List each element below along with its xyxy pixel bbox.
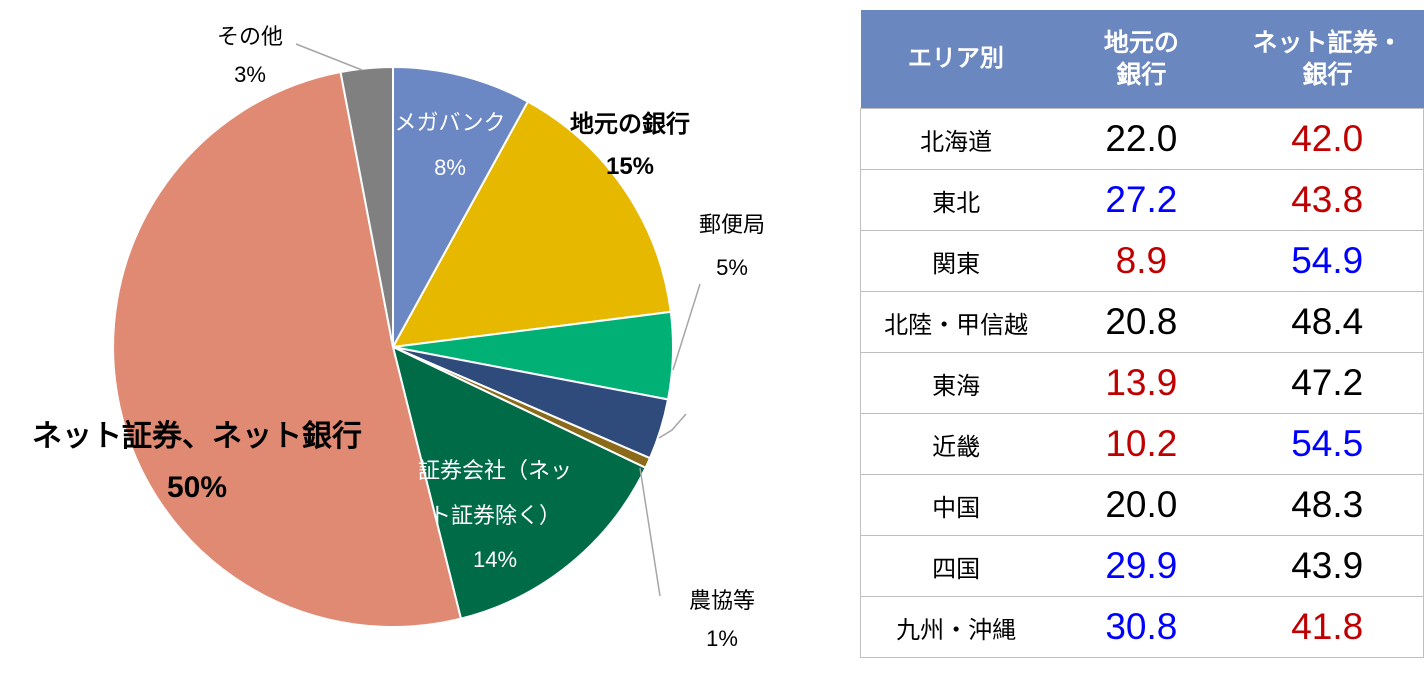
slice-label-net: ネット証券、ネット銀行 50% bbox=[32, 420, 362, 504]
table-row: 九州・沖縄 30.8 41.8 bbox=[860, 596, 1424, 658]
area-cell: 九州・沖縄 bbox=[860, 596, 1052, 658]
slice-label-megabank: メガバンク 8% bbox=[394, 110, 505, 180]
local-bank-cell: 29.9 bbox=[1051, 535, 1232, 597]
table-row: 関東 8.9 54.9 bbox=[860, 230, 1424, 292]
pie-slice-net bbox=[112, 70, 463, 628]
net-bank-cell: 54.5 bbox=[1231, 413, 1424, 475]
net-bank-cell: 54.9 bbox=[1231, 230, 1424, 292]
table-header-row: エリア別 地元の 銀行 ネット証券・ 銀行 bbox=[860, 10, 1424, 109]
slice-label-local: 地元の銀行 15% bbox=[570, 110, 690, 180]
table-row: 四国 29.9 43.9 bbox=[860, 535, 1424, 597]
net-bank-cell: 43.9 bbox=[1231, 535, 1424, 597]
table-row: 北陸・甲信越 20.8 48.4 bbox=[860, 291, 1424, 353]
header-net-bank: ネット証券・ 銀行 bbox=[1231, 10, 1424, 109]
leader-line-agri bbox=[639, 467, 661, 597]
leader-line-other bbox=[295, 43, 363, 71]
area-cell: 中国 bbox=[860, 474, 1052, 536]
pie-slice-local bbox=[391, 100, 672, 349]
header-local-bank: 地元の 銀行 bbox=[1051, 10, 1232, 109]
area-table: エリア別 地元の 銀行 ネット証券・ 銀行 北海道 22.0 42.0 東北 27.2 4… bbox=[860, 10, 1424, 658]
slice-label-post: 郵便局 5% bbox=[699, 212, 765, 280]
pie-slice-other bbox=[339, 65, 394, 348]
pie-slice-megabank bbox=[392, 65, 530, 348]
area-cell: 北海道 bbox=[860, 108, 1052, 170]
table-row: 北海道 22.0 42.0 bbox=[860, 108, 1424, 170]
leader-line-unnamed bbox=[658, 413, 687, 439]
local-bank-cell: 10.2 bbox=[1051, 413, 1232, 475]
table-row: 東北 27.2 43.8 bbox=[860, 169, 1424, 231]
local-bank-cell: 30.8 bbox=[1051, 596, 1232, 658]
area-cell: 東北 bbox=[860, 169, 1052, 231]
header-area: エリア別 bbox=[860, 10, 1052, 109]
net-bank-cell: 43.8 bbox=[1231, 169, 1424, 231]
leader-line-post bbox=[672, 283, 701, 371]
local-bank-cell: 20.0 bbox=[1051, 474, 1232, 536]
net-bank-cell: 47.2 bbox=[1231, 352, 1424, 414]
net-bank-cell: 42.0 bbox=[1231, 108, 1424, 170]
slice-label-agri: 農協等 1% bbox=[689, 588, 755, 651]
area-cell: 四国 bbox=[860, 535, 1052, 597]
area-cell: 東海 bbox=[860, 352, 1052, 414]
local-bank-cell: 22.0 bbox=[1051, 108, 1232, 170]
slice-label-other: その他 3% bbox=[217, 24, 283, 87]
net-bank-cell: 48.4 bbox=[1231, 291, 1424, 353]
local-bank-cell: 20.8 bbox=[1051, 291, 1232, 353]
area-cell: 北陸・甲信越 bbox=[860, 291, 1052, 353]
table-row: 中国 20.0 48.3 bbox=[860, 474, 1424, 536]
local-bank-cell: 27.2 bbox=[1051, 169, 1232, 231]
area-cell: 関東 bbox=[860, 230, 1052, 292]
area-cell: 近畿 bbox=[860, 413, 1052, 475]
net-bank-cell: 48.3 bbox=[1231, 474, 1424, 536]
net-bank-cell: 41.8 bbox=[1231, 596, 1424, 658]
pie-slice-sec bbox=[391, 345, 647, 620]
slice-label-sec: 証券会社（ネット証券除く） 14% bbox=[418, 458, 572, 572]
local-bank-cell: 13.9 bbox=[1051, 352, 1232, 414]
table-row: 東海 13.9 47.2 bbox=[860, 352, 1424, 414]
pie-chart: メガバンク 8% 地元の銀行 15%郵便局 5% 農協等 1% 証券会社（ネット証券除く） 14… bbox=[32, 24, 765, 651]
table-row: 近畿 10.2 54.5 bbox=[860, 413, 1424, 475]
local-bank-cell: 8.9 bbox=[1051, 230, 1232, 292]
